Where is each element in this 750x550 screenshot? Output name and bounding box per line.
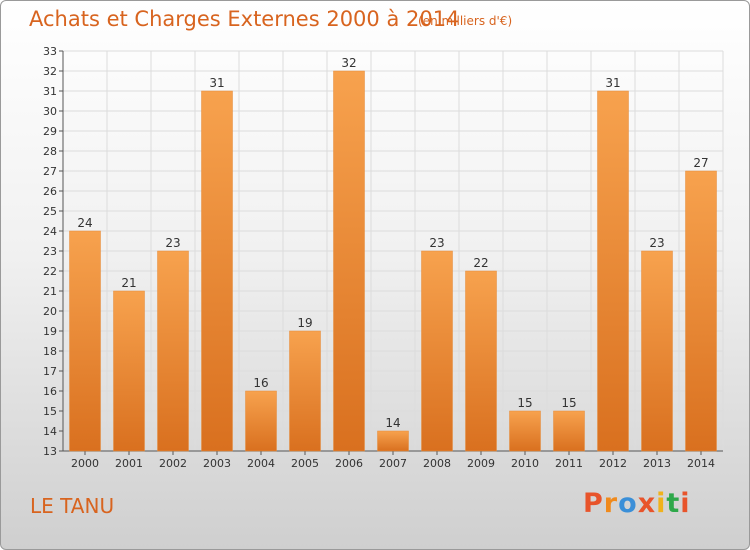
bar[interactable] <box>553 410 585 452</box>
data-label: 23 <box>649 236 664 250</box>
data-label: 23 <box>165 236 180 250</box>
data-label: 21 <box>121 276 136 290</box>
logo-letter: o <box>618 488 638 519</box>
y-tick-label: 20 <box>43 305 57 318</box>
bar[interactable] <box>113 290 145 452</box>
data-labels: 24 21 23 31 16 19 32 14 23 22 15 15 31 23 27 <box>77 56 708 430</box>
data-label: 14 <box>385 416 400 430</box>
bar[interactable] <box>685 170 717 452</box>
data-label: 31 <box>605 76 620 90</box>
y-tick-label: 22 <box>43 265 57 278</box>
bar[interactable] <box>597 90 629 452</box>
y-tick-label: 24 <box>43 225 57 238</box>
y-tick-label: 30 <box>43 105 57 118</box>
y-tick-label: 25 <box>43 205 57 218</box>
x-tick-label: 2014 <box>687 457 715 470</box>
bar[interactable] <box>245 390 277 452</box>
x-tick-label: 2000 <box>71 457 99 470</box>
y-tick-label: 19 <box>43 325 57 338</box>
y-tick-label: 14 <box>43 425 57 438</box>
data-label: 23 <box>429 236 444 250</box>
logo-letter: x <box>637 488 657 519</box>
data-label: 32 <box>341 56 356 70</box>
y-tick-label: 26 <box>43 185 57 198</box>
location-label: LE TANU <box>30 494 115 518</box>
x-tick-label: 2001 <box>115 457 143 470</box>
y-tick-label: 31 <box>43 85 57 98</box>
y-tick-label: 32 <box>43 65 57 78</box>
axes: 13 14 15 16 17 18 19 20 21 22 23 24 25 26 27 28 29 30 31 32… <box>43 45 723 470</box>
x-tick-label: 2011 <box>555 457 583 470</box>
bar[interactable] <box>201 90 233 452</box>
y-tick-label: 18 <box>43 345 57 358</box>
logo-letter: P <box>583 488 604 519</box>
y-tick-label: 13 <box>43 445 57 458</box>
y-tick-label: 27 <box>43 165 57 178</box>
bar[interactable] <box>641 250 673 452</box>
y-tick-label: 17 <box>43 365 57 378</box>
y-tick-label: 23 <box>43 245 57 258</box>
bar[interactable] <box>421 250 453 452</box>
bar[interactable] <box>333 70 365 452</box>
bars <box>69 70 717 452</box>
y-tick-label: 28 <box>43 145 57 158</box>
data-label: 19 <box>297 316 312 330</box>
chart-unit: (en milliers d'€) <box>418 14 513 28</box>
x-tick-label: 2010 <box>511 457 539 470</box>
logo-letter: t <box>666 488 681 519</box>
bar[interactable] <box>465 270 497 452</box>
y-tick-label: 15 <box>43 405 57 418</box>
x-tick-label: 2004 <box>247 457 275 470</box>
x-tick-label: 2005 <box>291 457 319 470</box>
x-tick-label: 2013 <box>643 457 671 470</box>
x-tick-label: 2003 <box>203 457 231 470</box>
logo-letter: r <box>603 488 619 519</box>
data-label: 24 <box>77 216 92 230</box>
data-label: 15 <box>517 396 532 410</box>
x-tick-label: 2012 <box>599 457 627 470</box>
bar[interactable] <box>289 330 321 452</box>
logo-letter: i <box>680 488 691 519</box>
bar[interactable] <box>157 250 189 452</box>
y-tick-label: 16 <box>43 385 57 398</box>
y-tick-label: 29 <box>43 125 57 138</box>
x-tick-label: 2002 <box>159 457 187 470</box>
data-label: 27 <box>693 156 708 170</box>
data-label: 16 <box>253 376 268 390</box>
y-tick-label: 33 <box>43 45 57 58</box>
data-label: 22 <box>473 256 488 270</box>
chart-title: Achats et Charges Externes 2000 à 2014 <box>29 7 460 31</box>
x-tick-label: 2009 <box>467 457 495 470</box>
data-label: 31 <box>209 76 224 90</box>
logo-letter: i <box>656 488 667 519</box>
x-tick-label: 2007 <box>379 457 407 470</box>
y-tick-label: 21 <box>43 285 57 298</box>
data-label: 15 <box>561 396 576 410</box>
proxiti-logo[interactable]: Proxiti <box>583 488 691 519</box>
bar[interactable] <box>69 230 101 452</box>
bar[interactable] <box>377 430 409 452</box>
x-tick-label: 2006 <box>335 457 363 470</box>
bar[interactable] <box>509 410 541 452</box>
x-tick-label: 2008 <box>423 457 451 470</box>
